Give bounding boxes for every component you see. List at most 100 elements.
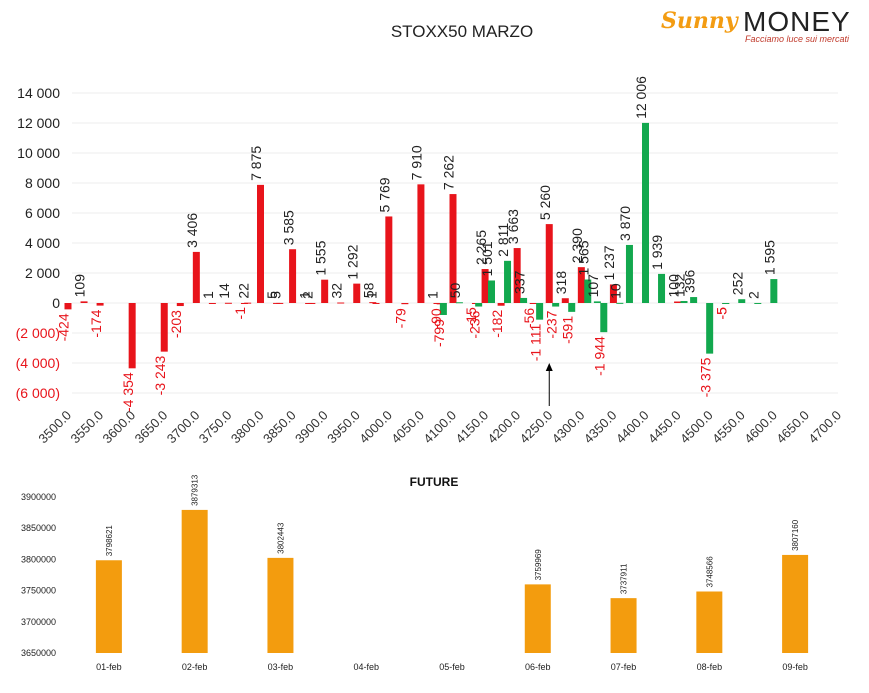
data-label: 1	[296, 291, 312, 299]
future-x-tick-label: 07-feb	[611, 662, 637, 672]
bar	[690, 297, 698, 303]
x-tick-label: 4400.0	[613, 408, 652, 447]
data-label: 2	[745, 291, 761, 299]
future-y-ticks: 3900000 3850000 3800000 3750000 3700000 36500…	[21, 492, 56, 658]
data-label: 109	[72, 274, 88, 298]
data-label: -237	[543, 310, 559, 338]
future-bar	[95, 560, 122, 653]
y-tick-label: 12 000	[17, 115, 60, 131]
data-label: 1	[200, 291, 216, 299]
bar	[513, 248, 521, 303]
data-label: -56	[521, 308, 537, 328]
chart-title: STOXX50 MARZO	[391, 22, 533, 41]
bar	[738, 299, 746, 303]
bar	[455, 302, 463, 304]
data-label: -90	[428, 308, 444, 328]
future-bar	[610, 598, 637, 653]
future-chart-title: FUTURE	[410, 475, 459, 489]
bar	[192, 251, 200, 303]
future-y-tick-label: 3700000	[21, 617, 56, 627]
data-label: 3 585	[280, 210, 296, 245]
bar	[722, 303, 730, 304]
x-tick-label: 3550.0	[67, 408, 106, 447]
data-label: -236	[466, 310, 482, 338]
data-label: 318	[553, 271, 569, 295]
data-label: 132	[672, 273, 688, 297]
bar	[385, 216, 393, 303]
data-label: 1 501	[479, 241, 495, 276]
x-tick-label: 3600.0	[100, 408, 139, 447]
future-x-tick-label: 03-feb	[268, 662, 294, 672]
bar	[369, 302, 377, 304]
future-y-tick-label: 3900000	[21, 492, 56, 502]
future-x-tick-label: 09-feb	[782, 662, 808, 672]
bar	[706, 303, 714, 354]
bar	[545, 224, 553, 303]
x-tick-label: 4000.0	[356, 408, 395, 447]
x-tick-label: 4700.0	[805, 408, 844, 447]
future-x-tick-label: 04-feb	[353, 662, 379, 672]
bar	[504, 260, 512, 303]
bar	[308, 302, 316, 304]
bar	[754, 302, 762, 304]
data-label: 2	[300, 291, 316, 299]
x-tick-label: 4350.0	[581, 408, 620, 447]
x-tick-label: 3700.0	[164, 408, 203, 447]
data-label: 7 875	[248, 146, 264, 181]
bar	[96, 303, 104, 306]
data-label: 1	[364, 291, 380, 299]
data-label: 5 769	[377, 177, 393, 212]
data-label: -174	[88, 309, 104, 337]
data-label: 10	[608, 283, 624, 299]
data-label: -1 944	[591, 336, 607, 376]
future-bar	[696, 591, 723, 653]
data-label: -424	[56, 313, 72, 341]
future-value-label: 3807160	[791, 519, 800, 551]
future-x-tick-label: 02-feb	[182, 662, 208, 672]
bar	[160, 303, 168, 352]
bar	[80, 301, 88, 303]
x-tick-label: 3950.0	[324, 408, 363, 447]
bar	[481, 269, 489, 303]
bar	[372, 302, 380, 304]
bar	[520, 297, 528, 303]
future-value-label: 3748566	[705, 556, 714, 588]
logo-tagline: Facciamo luce sui mercati	[745, 34, 850, 44]
data-label: -79	[393, 308, 409, 328]
data-label: -182	[489, 310, 505, 338]
future-bar	[181, 509, 208, 653]
future-y-tick-label: 3850000	[21, 523, 56, 533]
data-label: -15	[463, 307, 479, 327]
x-tick-label: 4550.0	[709, 408, 748, 447]
future-x-tick-label: 06-feb	[525, 662, 551, 672]
x-tick-label: 4050.0	[388, 408, 427, 447]
data-label: 3 406	[184, 213, 200, 248]
data-label: 396	[681, 269, 697, 293]
bar	[276, 302, 284, 304]
data-label: -3 243	[152, 355, 168, 395]
data-label: -5	[713, 307, 729, 320]
x-tick-label: 4200.0	[485, 408, 524, 447]
logo-money: MONEY	[743, 6, 851, 37]
y-tick-label: (2 000)	[16, 325, 60, 341]
x-tick-label: 4300.0	[549, 408, 588, 447]
bar	[64, 303, 72, 310]
annotation-arrow-head	[545, 363, 553, 371]
data-label: -1 111	[527, 323, 543, 361]
x-tick-label: 4150.0	[452, 408, 491, 447]
data-label: 1 565	[575, 240, 591, 275]
bar	[321, 279, 329, 303]
data-label: 32	[328, 283, 344, 299]
data-label: 14	[216, 283, 232, 299]
bar	[770, 279, 778, 303]
bar	[417, 184, 425, 303]
future-y-tick-label: 3750000	[21, 586, 56, 596]
bar	[449, 194, 457, 303]
y-tick-label: 8 000	[25, 175, 60, 191]
sunny-money-logo: Sunny MONEY Facciamo luce sui mercati	[661, 6, 861, 46]
bar	[529, 303, 537, 304]
bar	[609, 284, 617, 303]
future-value-label: 3759969	[534, 549, 543, 581]
x-tick-label: 4600.0	[741, 408, 780, 447]
